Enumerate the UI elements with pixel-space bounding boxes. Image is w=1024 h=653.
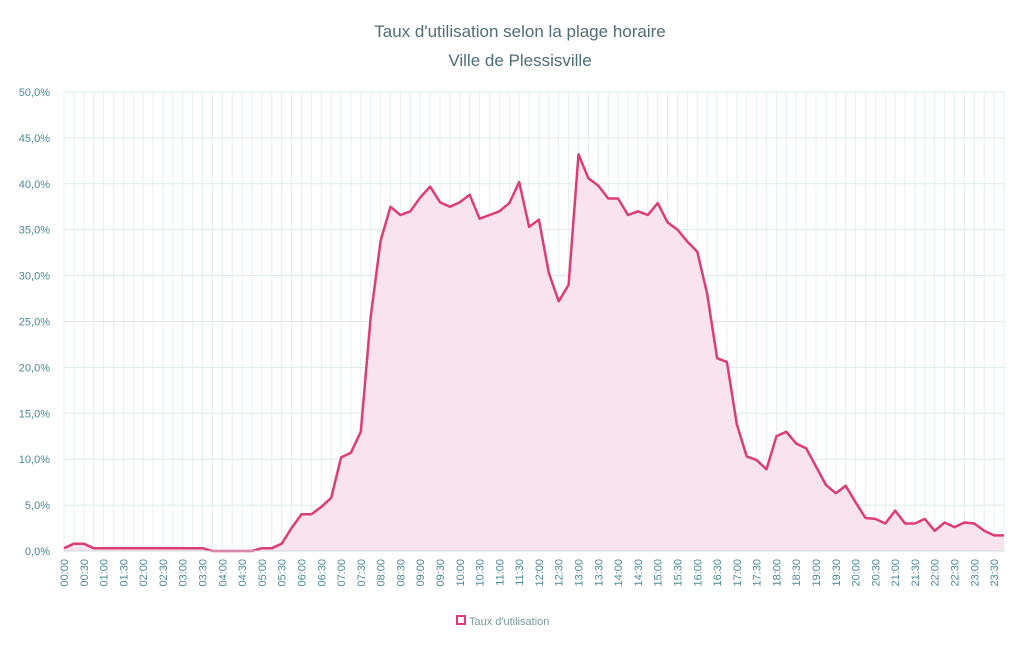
x-tick-label: 02:00 [138,559,150,587]
x-tick-label: 08:30 [395,559,407,587]
chart-title: Taux d'utilisation selon la plage horair… [374,22,665,41]
area [64,154,1004,551]
x-tick-label: 19:00 [811,559,823,587]
x-tick-label: 17:00 [732,559,744,587]
x-tick-label: 19:30 [831,559,843,587]
x-tick-label: 18:00 [771,559,783,587]
x-tick-label: 15:30 [672,559,684,587]
x-tick-label: 23:00 [969,559,981,587]
x-tick-label: 01:00 [99,559,111,587]
x-tick-label: 11:00 [494,559,506,586]
x-tick-label: 20:30 [870,559,882,587]
x-tick-label: 13:30 [593,559,605,587]
x-tick-label: 14:00 [613,559,625,587]
x-tick-label: 05:00 [257,559,269,587]
x-tick-label: 05:30 [277,559,289,587]
legend-marker [456,615,466,625]
x-tick-label: 11:30 [514,559,526,586]
y-tick-label: 10,0% [19,454,50,466]
x-tick-label: 15:00 [653,559,665,587]
x-tick-label: 04:00 [217,559,229,587]
x-tick-label: 16:00 [692,559,704,587]
y-tick-label: 25,0% [19,317,50,329]
x-tick-label: 00:30 [79,559,91,587]
x-tick-label: 14:30 [633,559,645,587]
y-tick-label: 50,0% [19,87,50,99]
x-tick-label: 08:00 [376,559,388,587]
y-tick-label: 15,0% [19,408,50,420]
x-tick-label: 01:30 [118,559,130,587]
x-tick-label: 02:30 [158,559,170,587]
x-tick-label: 22:30 [950,559,962,587]
x-tick-label: 21:00 [890,559,902,587]
x-tick-label: 10:30 [475,559,487,587]
x-tick-label: 18:30 [791,559,803,587]
x-tick-label: 17:30 [752,559,764,587]
x-tick-label: 09:00 [415,559,427,587]
y-tick-label: 30,0% [19,271,50,283]
x-tick-label: 06:00 [296,559,308,587]
x-tick-label: 03:00 [178,559,190,587]
x-tick-label: 09:30 [435,559,447,587]
x-tick-label: 07:00 [336,559,348,587]
y-tick-label: 35,0% [19,225,50,237]
x-tick-label: 20:00 [851,559,863,587]
x-tick-label: 23:30 [989,559,1001,587]
y-tick-label: 5,0% [25,500,50,512]
chart-subtitle: Ville de Plessisville [448,51,591,70]
x-tick-label: 03:30 [198,559,210,587]
y-tick-label: 20,0% [19,362,50,374]
x-tick-label: 12:30 [554,559,566,587]
x-tick-label: 22:00 [930,559,942,587]
x-tick-label: 06:30 [316,559,328,587]
x-tick-label: 16:30 [712,559,724,587]
x-tick-label: 13:00 [574,559,586,587]
x-tick-label: 07:30 [356,559,368,587]
y-tick-label: 0,0% [25,546,50,558]
x-tick-label: 00:00 [59,559,71,587]
y-tick-label: 40,0% [19,179,50,191]
x-tick-label: 21:30 [910,559,922,587]
legend-label: Taux d'utilisation [469,616,549,628]
x-tick-label: 12:00 [534,559,546,587]
x-tick-label: 10:00 [455,559,467,587]
x-tick-label: 04:30 [237,559,249,587]
y-tick-label: 45,0% [19,133,50,145]
